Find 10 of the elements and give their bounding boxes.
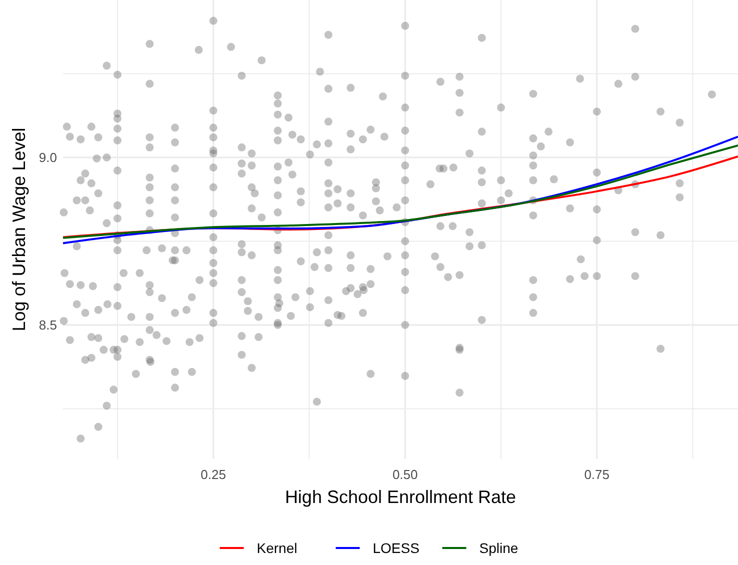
- legend-label: LOESS: [372, 540, 420, 556]
- legend-label: Spline: [479, 540, 518, 556]
- legend-label: Kernel: [256, 540, 298, 556]
- x-tick-label: 0.75: [584, 467, 610, 482]
- y-tick-label: 8.5: [38, 317, 57, 332]
- x-tick-label: 0.50: [392, 467, 418, 482]
- y-tick-label: 9.0: [38, 150, 57, 165]
- x-tick-label: 0.25: [200, 467, 226, 482]
- x-axis-title: High School Enrollment Rate: [284, 487, 516, 507]
- y-axis-title: Log of Urban Wage Level: [9, 128, 29, 332]
